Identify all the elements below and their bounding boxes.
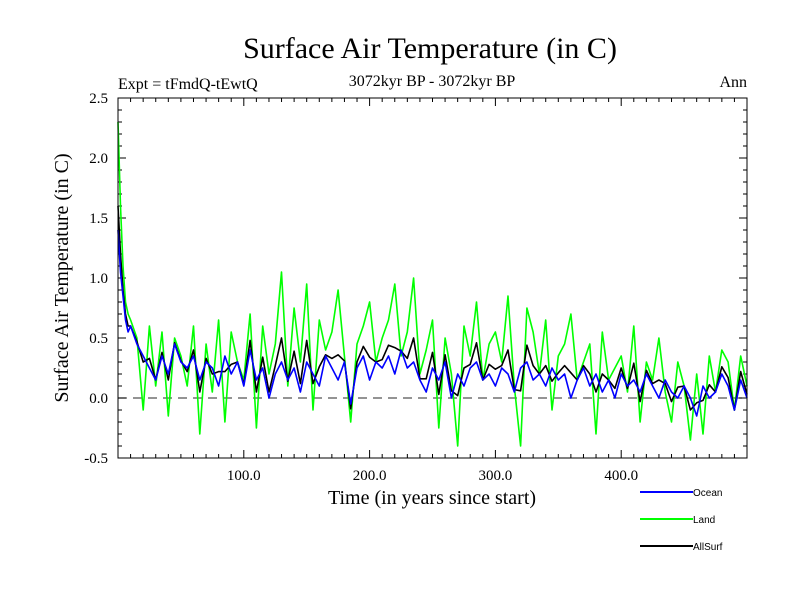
y-axis-label: Surface Air Temperature (in C) [51, 153, 73, 402]
legend-label-land: Land [693, 515, 715, 526]
x-tick-label: 200.0 [353, 468, 387, 484]
y-tick-label: 0.0 [89, 391, 108, 407]
series-line-ocean [117, 229, 748, 417]
legend-label-ocean: Ocean [693, 488, 722, 499]
x-tick-label: 300.0 [479, 468, 513, 484]
y-tick-label: 2.5 [89, 91, 108, 107]
experiment-label: Expt = tFmdQ-tEwtQ [118, 76, 258, 93]
x-axis-label: Time (in years since start) [328, 487, 536, 509]
series-line-land [117, 121, 748, 447]
chart-title: Surface Air Temperature (in C) [243, 32, 617, 65]
chart-subtitle: 3072kyr BP - 3072kyr BP [349, 73, 516, 90]
y-tick-label: 2.0 [89, 151, 108, 167]
y-tick-label: 1.0 [89, 271, 108, 287]
legend-label-allsurf: AllSurf [693, 542, 723, 553]
y-tick-label: 0.5 [89, 331, 108, 347]
y-tick-label: -0.5 [84, 451, 108, 467]
plot-frame [117, 97, 748, 459]
x-tick-label: 100.0 [227, 468, 261, 484]
season-label: Ann [719, 74, 747, 91]
y-tick-label: 1.5 [89, 211, 108, 227]
series-line-allsurf [117, 205, 748, 411]
x-tick-label: 400.0 [604, 468, 638, 484]
